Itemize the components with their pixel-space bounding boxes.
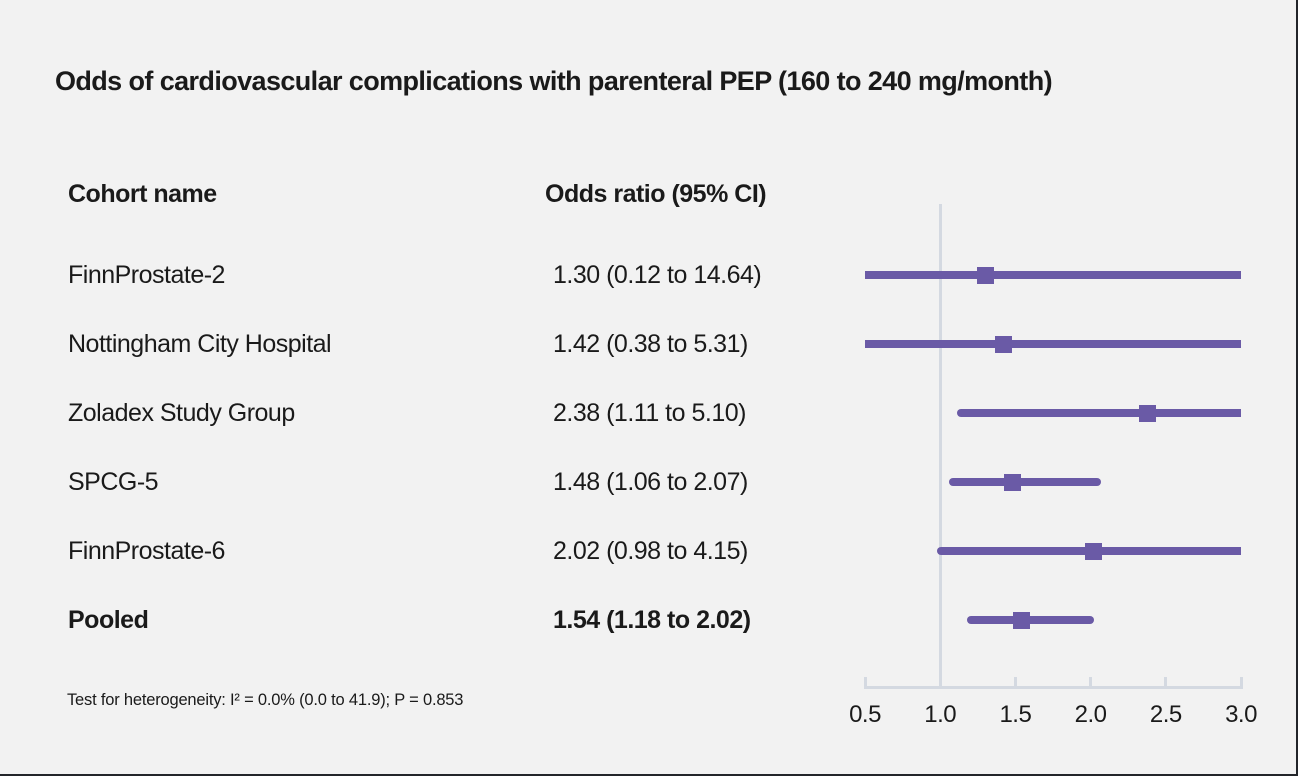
axis-tick-label: 1.5: [999, 701, 1032, 728]
odds-ratio-value: 1.30 (0.12 to 14.64): [553, 261, 762, 289]
column-header-odds-ratio: Odds ratio (95% CI): [545, 180, 767, 208]
table-row: Nottingham City Hospital 1.42 (0.38 to 5…: [0, 330, 860, 360]
table-row: SPCG-5 1.48 (1.06 to 2.07): [0, 468, 860, 498]
table-row: FinnProstate-6 2.02 (0.98 to 4.15): [0, 537, 860, 567]
axis-tick-label: 3.0: [1225, 701, 1257, 728]
cohort-label: SPCG-5: [68, 468, 159, 496]
axis-tick: [863, 677, 867, 686]
odds-ratio-value: 2.38 (1.11 to 5.10): [553, 399, 746, 427]
cohort-label: FinnProstate-2: [68, 261, 225, 289]
table-row-pooled: Pooled 1.54 (1.18 to 2.02): [0, 606, 860, 636]
or-marker: [994, 335, 1012, 353]
ci-line: [865, 340, 1241, 348]
ci-line: [967, 616, 1094, 624]
axis-tick-label: 1.0: [924, 701, 957, 728]
ci-line: [949, 478, 1102, 486]
axis-tick: [1164, 677, 1168, 686]
axis-tick: [1013, 677, 1017, 686]
axis-tick-label: 2.5: [1149, 701, 1182, 728]
odds-ratio-value: 1.42 (0.38 to 5.31): [553, 330, 748, 358]
odds-ratio-value: 1.54 (1.18 to 2.02): [553, 606, 751, 634]
chart-title: Odds of cardiovascular complications wit…: [55, 66, 1053, 96]
axis-tick: [1239, 677, 1243, 686]
or-marker: [1139, 404, 1157, 422]
or-marker: [976, 266, 994, 284]
or-marker: [1085, 542, 1103, 560]
axis-tick-label: 2.0: [1074, 701, 1107, 728]
column-header-cohort: Cohort name: [68, 180, 217, 208]
heterogeneity-note: Test for heterogeneity: I² = 0.0% (0.0 t…: [67, 691, 464, 709]
axis-tick: [1089, 677, 1093, 686]
axis-tick-label: 0.5: [849, 701, 881, 728]
pooled-or-marker: [1012, 611, 1030, 629]
odds-ratio-value: 1.48 (1.06 to 2.07): [553, 468, 748, 496]
cohort-label: Zoladex Study Group: [68, 399, 295, 427]
x-axis-line: [863, 686, 1243, 689]
cohort-label: Nottingham City Hospital: [68, 330, 332, 358]
table-row: Zoladex Study Group 2.38 (1.11 to 5.10): [0, 399, 860, 429]
or-marker: [1003, 473, 1021, 491]
cohort-label: FinnProstate-6: [68, 537, 225, 565]
reference-line: [938, 204, 942, 689]
cohort-label: Pooled: [68, 606, 149, 634]
odds-ratio-value: 2.02 (0.98 to 4.15): [553, 537, 748, 565]
axis-tick: [938, 677, 942, 686]
ci-line: [956, 409, 1241, 417]
ci-line: [865, 271, 1241, 279]
table-row: FinnProstate-2 1.30 (0.12 to 14.64): [0, 261, 860, 291]
